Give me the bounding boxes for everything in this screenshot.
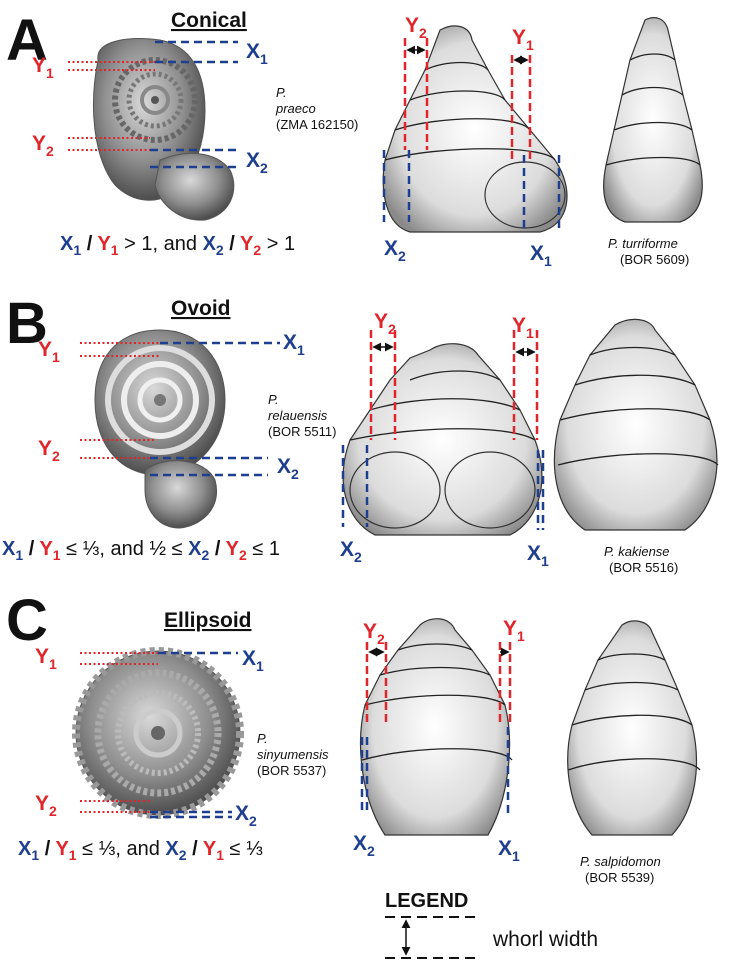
label-y2-a: Y2 bbox=[32, 132, 54, 159]
species-right-a: P. turriforme (BOR 5609) bbox=[608, 236, 689, 267]
ct-shell-sinyumensis bbox=[360, 618, 513, 836]
legend-text: whorl width bbox=[492, 928, 598, 951]
panel-letter-c: C bbox=[6, 588, 48, 653]
label-y2-c: Y2 bbox=[35, 792, 57, 819]
shell-apical-view-c bbox=[72, 647, 244, 819]
ct-shell-praeco bbox=[382, 25, 568, 233]
label-y2-b-ct: Y2 bbox=[374, 310, 396, 337]
label-y1-a: Y1 bbox=[32, 54, 54, 81]
panel-letter-a: A bbox=[6, 8, 48, 73]
label-x2-b: X2 bbox=[277, 455, 299, 482]
formula-c: X1 / Y1 ≤ ⅓, and X2 / Y1 ≤ ⅓ bbox=[18, 838, 263, 863]
ct-shell-turriforme bbox=[603, 17, 703, 223]
panel-c-title: Ellipsoid bbox=[164, 609, 252, 632]
species-right-c: P. salpidomon (BOR 5539) bbox=[580, 854, 661, 885]
label-y1-c: Y1 bbox=[35, 645, 57, 672]
label-y1-b-ct: Y1 bbox=[512, 314, 534, 341]
label-x2-c: X2 bbox=[235, 802, 257, 829]
label-x1-a: X1 bbox=[246, 40, 268, 67]
ct-shell-relauensis bbox=[342, 343, 543, 536]
label-y1-a-ct: Y1 bbox=[512, 26, 534, 53]
label-y2-a-ct: Y2 bbox=[405, 14, 427, 41]
label-x2-c-ct: X2 bbox=[353, 832, 375, 859]
label-x2-b-ct: X2 bbox=[340, 538, 362, 565]
species-right-b: P. kakiense (BOR 5516) bbox=[604, 544, 678, 575]
shell-apical-view-b bbox=[94, 329, 226, 529]
panel-b-title: Ovoid bbox=[171, 297, 231, 320]
formula-a: X1 / Y1 > 1, and X2 / Y2 > 1 bbox=[60, 233, 295, 258]
panel-a-title: Conical bbox=[171, 9, 247, 32]
label-y2-c-ct: Y2 bbox=[363, 620, 385, 647]
label-x1-b-ct: X1 bbox=[527, 542, 549, 569]
formula-b: X1 / Y1 ≤ ⅓, and ½ ≤ X2 / Y2 ≤ 1 bbox=[2, 538, 280, 563]
species-left-c: P. sinyumensis (BOR 5537) bbox=[257, 731, 329, 778]
legend-title: LEGEND bbox=[385, 890, 468, 912]
panel-b: B Ovoid X1 X2 Y1 Y2 X1 / Y1 ≤ ⅓, and ½ ≤… bbox=[2, 291, 719, 575]
label-x1-c: X1 bbox=[242, 647, 264, 674]
label-x1-a-ct: X1 bbox=[530, 242, 552, 269]
label-y2-b: Y2 bbox=[38, 437, 60, 464]
species-left-b: P. relauensis (BOR 5511) bbox=[268, 392, 336, 439]
label-x1-b: X1 bbox=[283, 331, 305, 358]
panel-letter-b: B bbox=[6, 291, 48, 356]
shell-apical-view-a bbox=[93, 38, 235, 221]
ct-shell-salpidomon bbox=[567, 620, 701, 836]
label-x2-a-ct: X2 bbox=[384, 237, 406, 264]
legend: LEGEND whorl width bbox=[385, 890, 598, 959]
panel-c: C Ellipsoid X1 X2 Y1 Y2 X1 / Y1 ≤ ⅓, and… bbox=[6, 588, 701, 885]
label-x2-a: X2 bbox=[246, 149, 268, 176]
ct-shell-kakiense bbox=[553, 318, 719, 531]
label-y1-b: Y1 bbox=[38, 338, 60, 365]
species-left-a: P. praeco (ZMA 162150) bbox=[275, 85, 358, 132]
panel-a: A Conical X1 X2 Y1 Y2 X1 / Y1 > 1, and X… bbox=[6, 8, 703, 269]
label-y1-c-ct: Y1 bbox=[503, 617, 525, 644]
label-x1-c-ct: X1 bbox=[498, 837, 520, 864]
